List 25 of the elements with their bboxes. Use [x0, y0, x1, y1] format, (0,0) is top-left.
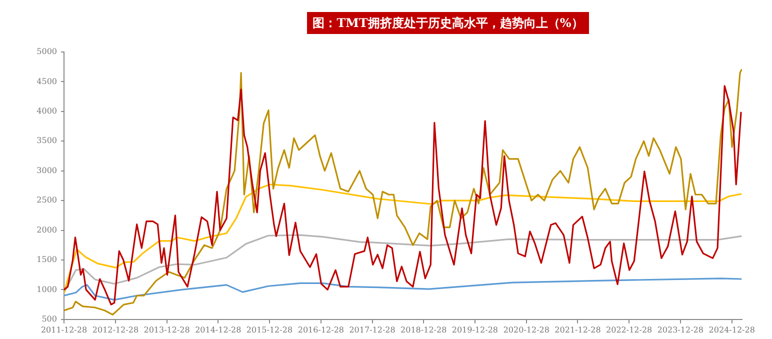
y-tick-label: 2000: [36, 225, 57, 234]
x-tick-label: 2019-12-28: [452, 325, 498, 334]
x-tick-label: 2017-12-28: [349, 325, 396, 334]
y-tick-label: 500: [42, 314, 57, 324]
x-tick-label: 2020-12-28: [503, 325, 550, 334]
x-tick-label: 2018-12-28: [400, 325, 447, 334]
x-tick-label: 2015-12-28: [246, 325, 293, 334]
y-tick-label: 1000: [36, 284, 57, 294]
y-tick-label: 3500: [36, 136, 57, 146]
x-tick-label: 2024-12-28: [708, 325, 755, 334]
chart-title: 图：TMT拥挤度处于历史高水平，趋势向上（%）: [307, 12, 589, 34]
x-tick-label: 2021-12-28: [554, 325, 601, 334]
y-tick-label: 4000: [36, 106, 57, 116]
y-tick-label: 1500: [36, 255, 57, 264]
x-tick-label: 2014-12-28: [195, 325, 242, 334]
x-tick-label: 2011-12-28: [40, 325, 88, 334]
x-tick-label: 2013-12-28: [144, 325, 190, 334]
y-tick-label: 2500: [36, 196, 57, 205]
x-tick-label: 2016-12-28: [298, 325, 344, 334]
x-tick-label: 2012-12-28: [92, 325, 139, 334]
y-tick-label: 4500: [36, 76, 57, 86]
y-tick-label: 5000: [36, 47, 57, 56]
y-tick-label: 3000: [36, 166, 57, 175]
x-tick-label: 2022-12-28: [606, 325, 652, 334]
x-tick-label: 2023-12-28: [657, 325, 704, 334]
